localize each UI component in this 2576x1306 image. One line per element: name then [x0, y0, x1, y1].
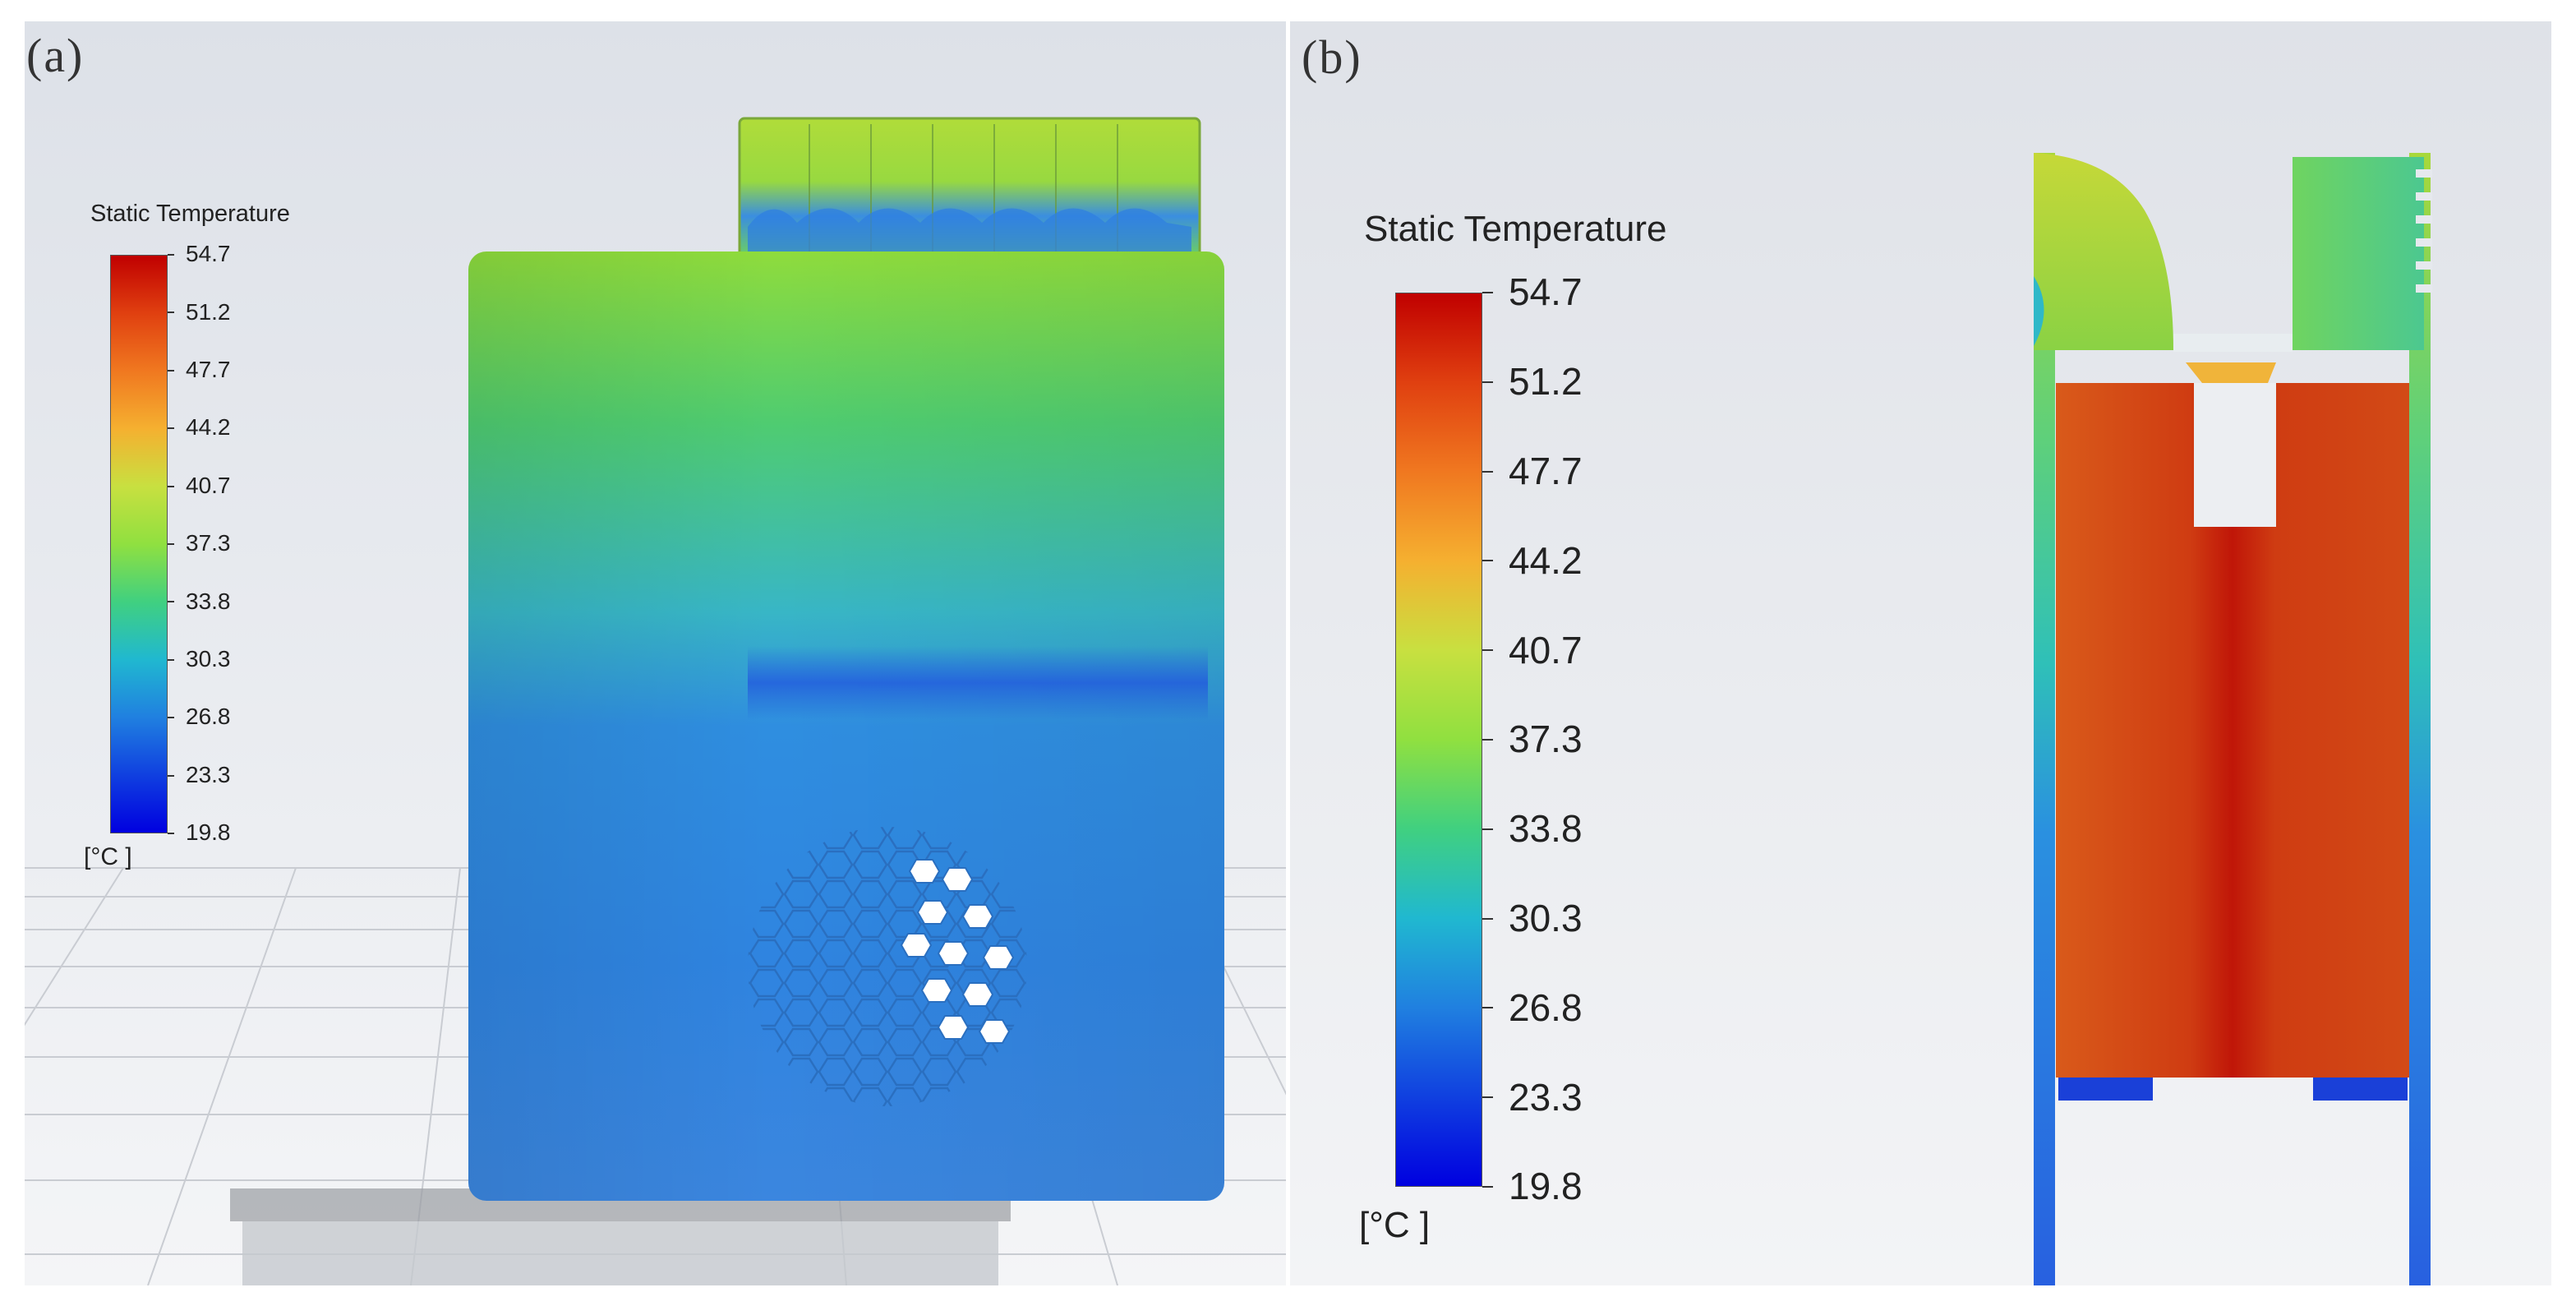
colorbar-tick-mark — [168, 427, 174, 430]
colorbar-tick-label: 51.2 — [186, 298, 231, 325]
hex-vent — [748, 827, 1027, 1106]
colorbar-tick-mark — [168, 833, 174, 834]
colorbar-tick-label: 54.7 — [1509, 270, 1583, 314]
panel-a-render — [25, 21, 1286, 1285]
colorbar-tick-label: 47.7 — [1509, 450, 1583, 492]
colorbar-tick-mark — [1482, 560, 1493, 562]
top-vent — [2293, 157, 2424, 350]
colorbar-tick-mark — [168, 312, 174, 314]
colorbar-tick-label: 30.3 — [186, 646, 231, 671]
colorbar-tick-mark — [168, 485, 174, 487]
colorbar-tick-mark — [168, 254, 174, 256]
colorbar-tick-mark — [1482, 739, 1493, 741]
cell-cavity — [2194, 383, 2276, 527]
colorbar-tick-label: 30.3 — [1509, 897, 1583, 939]
bottom-pad-left — [2058, 1078, 2153, 1101]
colorbar-tick-label: 19.8 — [186, 819, 231, 846]
top-cap — [2034, 153, 2173, 350]
colorbar-tick-mark — [1482, 828, 1493, 830]
colorbar-tick-mark — [168, 658, 174, 661]
colorbar-tick-mark — [168, 369, 174, 371]
bottom-pad-right — [2313, 1078, 2408, 1101]
colorbar-tick-label: 26.8 — [1509, 985, 1583, 1029]
colorbar-a-unit: [°C ] — [84, 843, 132, 870]
panel-b: (b) Static Temperature [°C ] 54.7 51.2 47.… — [1290, 21, 2551, 1285]
colorbar-tick-mark — [1482, 1096, 1493, 1099]
colorbar-b — [1395, 293, 1482, 1187]
colorbar-tick-label: 33.8 — [186, 588, 231, 614]
colorbar-tick-mark — [1482, 470, 1493, 473]
colorbar-tick-label: 37.3 — [1509, 718, 1583, 761]
colorbar-tick-label: 23.3 — [1509, 1075, 1583, 1119]
panel-b-render — [1290, 21, 2551, 1285]
colorbar-tick-mark — [1482, 381, 1493, 383]
colorbar-tick-mark — [1482, 917, 1493, 920]
colorbar-tick-mark — [1482, 292, 1493, 293]
colorbar-tick-mark — [168, 543, 174, 545]
colorbar-tick-mark — [1482, 1186, 1493, 1188]
colorbar-tick-mark — [168, 717, 174, 719]
panel-a-label: (a) — [26, 29, 85, 82]
colorbar-tick-label: 44.2 — [186, 414, 231, 441]
colorbar-a — [110, 255, 168, 833]
colorbar-tick-mark — [1482, 1007, 1493, 1009]
colorbar-tick-mark — [1482, 649, 1493, 652]
colorbar-tick-label: 26.8 — [186, 704, 231, 730]
colorbar-tick-label: 37.3 — [186, 530, 231, 556]
colorbar-tick-label: 19.8 — [1509, 1165, 1583, 1208]
colorbar-b-title: Static Temperature — [1364, 209, 1667, 249]
colorbar-tick-mark — [168, 774, 174, 777]
colorbar-tick-label: 44.2 — [1509, 538, 1583, 582]
colorbar-b-unit: [°C ] — [1359, 1205, 1431, 1245]
colorbar-tick-label: 54.7 — [186, 241, 231, 267]
colorbar-tick-label: 47.7 — [186, 357, 231, 382]
colorbar-tick-label: 51.2 — [1509, 360, 1583, 404]
panel-a: (a) Static Temperature [°C ] 54.7 51.2 47.… — [25, 21, 1286, 1285]
colorbar-a-title: Static Temperature — [90, 201, 290, 227]
colorbar-tick-label: 40.7 — [1509, 628, 1583, 671]
panel-b-label: (b) — [1302, 30, 1362, 84]
colorbar-tick-label: 33.8 — [1509, 807, 1583, 851]
colorbar-tick-label: 23.3 — [186, 761, 231, 787]
colorbar-tick-mark — [168, 601, 174, 603]
colorbar-tick-label: 40.7 — [186, 472, 231, 498]
